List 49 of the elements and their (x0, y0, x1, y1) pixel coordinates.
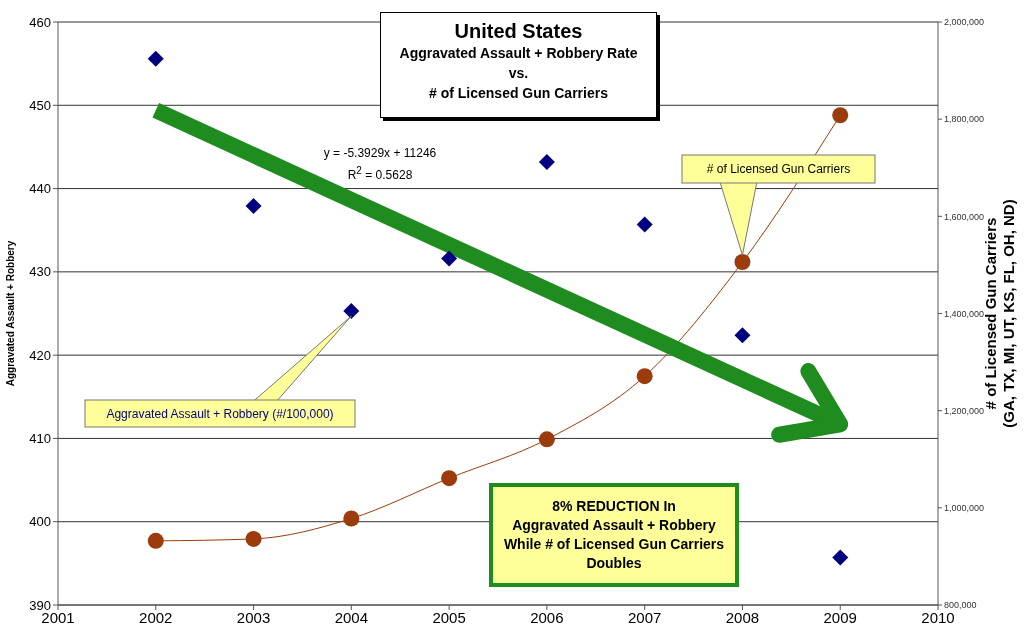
point (734, 327, 751, 344)
point (245, 198, 262, 215)
x-tick-label: 2008 (725, 608, 760, 626)
y-tick-label: 430 (29, 264, 51, 280)
annotation: R$^{2}$ = 0.5628 (346, 165, 414, 182)
x-tick-label: 2003 (236, 608, 271, 626)
y2-tick-label: 1,400,000 (944, 308, 985, 319)
point (441, 470, 458, 487)
y-tick-label: 400 (29, 514, 51, 530)
y-tick-label: 460 (29, 14, 51, 30)
point (734, 254, 751, 270)
point (636, 216, 653, 233)
chart-title: United States (453, 19, 584, 43)
point (636, 368, 653, 385)
callout: # of Licensed Gun Carriers (681, 154, 876, 256)
point (245, 530, 262, 547)
y-tick-label: 390 (29, 597, 51, 613)
y-tick-label: 420 (29, 347, 51, 363)
point (343, 510, 360, 527)
y2-tick-label: 1,600,000 (944, 211, 985, 222)
y2-tick-label: 1,800,000 (944, 114, 985, 125)
x-tick-label: 2006 (530, 608, 564, 626)
point (147, 532, 164, 549)
x-tick-label: 2007 (627, 608, 662, 626)
y2-tick-label: 2,000,000 (944, 17, 985, 28)
x-tick-label: 2010 (921, 608, 955, 626)
point (147, 50, 164, 67)
y2-tick-label: 800,000 (944, 600, 977, 611)
annotation: 8% REDUCTION In Aggravated Assault + Robbery While # of Licensed Gun Carriers Doubles (489, 483, 739, 587)
y-axis-title: Aggravated Assault + Robbery (5, 240, 16, 387)
y-tick-label: 440 (29, 181, 51, 197)
point (832, 107, 849, 124)
series-label: # of Licensed Gun Carriers (706, 162, 851, 176)
y2-tick-label: 1,000,000 (944, 503, 985, 514)
x-tick-label: 2002 (139, 608, 173, 626)
point (343, 303, 360, 319)
x-tick-label: 2009 (823, 608, 857, 626)
x-tick-label: 2005 (432, 608, 466, 626)
point (441, 250, 458, 267)
point (832, 549, 849, 566)
text: Aggravated Assault + Robbery Rate vs. # of Licensed Gun Carriers (398, 44, 639, 103)
callout: Aggravated Assault + Robbery (#/100,000) (84, 315, 356, 428)
annotation: y = -5.3929x + 11246 (322, 146, 438, 160)
y-tick-label: 450 (29, 97, 51, 113)
y2-tick-label: 1,200,000 (944, 405, 985, 416)
x-tick-label: 2004 (334, 608, 369, 626)
point (538, 153, 555, 170)
point (538, 431, 555, 448)
y-tick-label: 410 (29, 431, 51, 447)
